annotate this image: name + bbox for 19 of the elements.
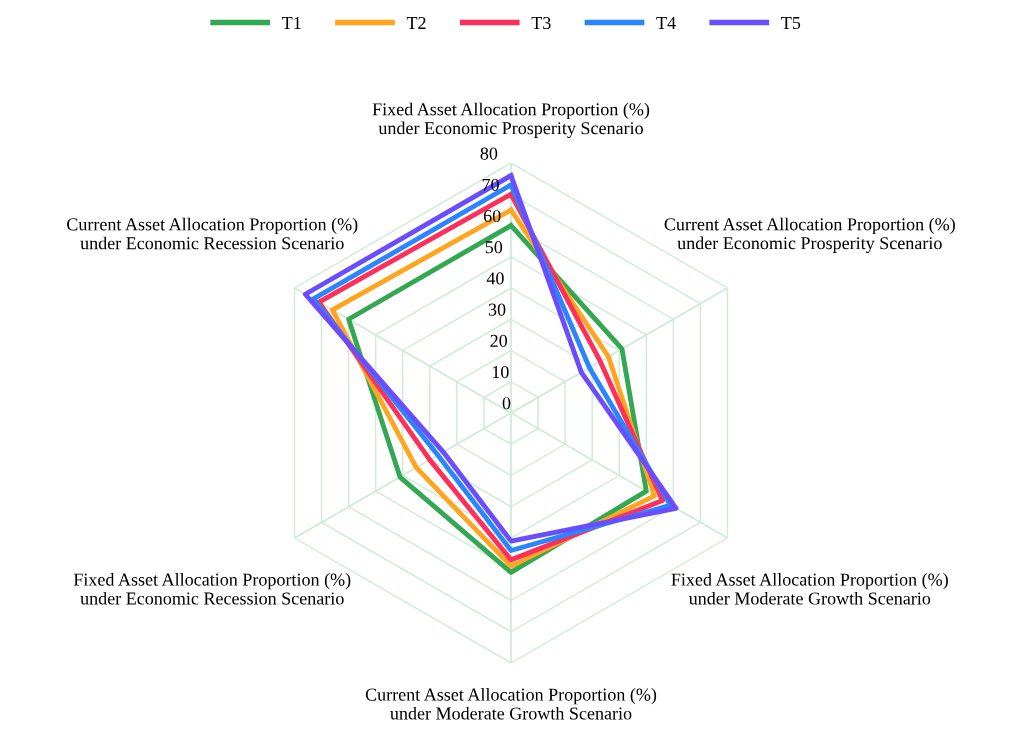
spoke-label: Current Asset Allocation Proportion (%) under Economic Prosperity Scenario [664,217,955,253]
spoke-label: Current Asset Allocation Proportion (%) under Moderate Growth Scenario [365,688,657,720]
legend-label: T2 [406,16,426,29]
y-tick-label: 10 [492,365,509,379]
legend-label: T5 [781,17,801,30]
y-tick-label: 80 [480,147,498,160]
y-tick-label: 50 [485,241,503,254]
spoke-label: Fixed Asset Allocation Proportion (%) under Economic Recession Scenario [73,573,351,605]
spoke-label: Fixed Asset Allocation Proportion (%) under Moderate Growth Scenario [671,573,948,605]
y-tick-label: 30 [488,303,506,316]
legend-label: T1 [282,16,301,29]
legend-label: T4 [656,17,676,29]
y-tick-label: 0 [502,397,511,410]
y-tick-label: 70 [482,178,499,191]
legend-label: T3 [531,16,551,30]
spoke-label: Current Asset Allocation Proportion (%) under Economic Recession Scenario [67,217,358,250]
spoke-label: Fixed Asset Allocation Proportion (%) under Economic Prosperity Scenario [372,102,650,138]
y-tick-label: 20 [490,334,508,347]
y-tick-label: 40 [486,272,504,285]
